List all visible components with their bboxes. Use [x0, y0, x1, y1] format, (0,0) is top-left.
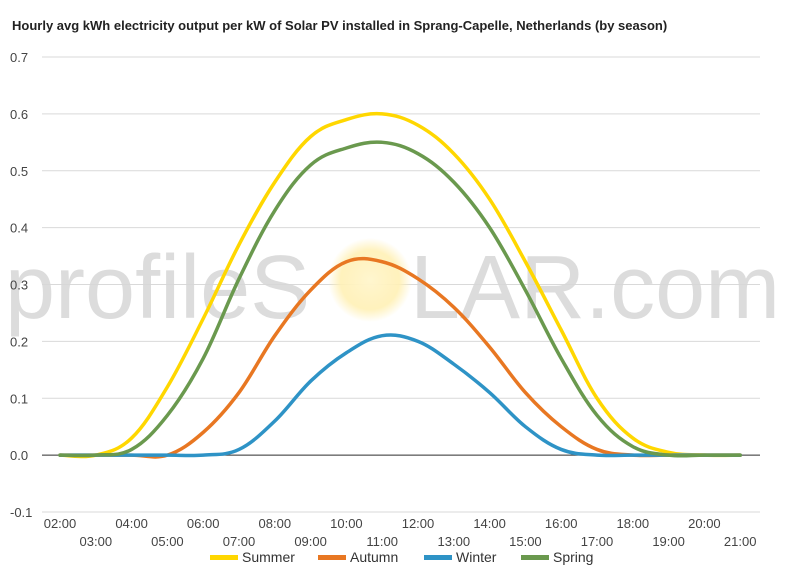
x-tick-label: 04:00	[115, 516, 148, 531]
x-tick-label: 21:00	[724, 534, 757, 549]
series-line-winter	[58, 333, 742, 458]
x-tick-label: 03:00	[80, 534, 113, 549]
watermark-text-left: profileS	[5, 238, 310, 338]
x-tick-label: 12:00	[402, 516, 435, 531]
x-tick-label: 13:00	[438, 534, 471, 549]
x-tick-label: 14:00	[473, 516, 506, 531]
series-line-summer	[58, 111, 742, 459]
legend-label-summer: Summer	[242, 549, 295, 565]
x-tick-label: 15:00	[509, 534, 542, 549]
x-tick-label: 18:00	[617, 516, 650, 531]
chart-title: Hourly avg kWh electricity output per kW…	[12, 18, 668, 33]
x-tick-label: 09:00	[294, 534, 327, 549]
series-lines	[58, 111, 742, 459]
y-tick-label: 0.3	[10, 278, 28, 293]
x-tick-label: 20:00	[688, 516, 721, 531]
y-tick-label: 0.5	[10, 164, 28, 179]
legend: Summer Autumn Winter Spring	[210, 549, 593, 565]
x-tick-label: 02:00	[44, 516, 77, 531]
legend-label-autumn: Autumn	[350, 549, 398, 565]
x-axis-ticks: 02:0003:0004:0005:0006:0007:0008:0009:00…	[44, 516, 757, 549]
y-axis-ticks: -0.1 0.0 0.1 0.2 0.3 0.4 0.5 0.6 0.7	[10, 50, 32, 520]
y-tick-label: 0.6	[10, 107, 28, 122]
y-tick-label: -0.1	[10, 505, 32, 520]
y-tick-label: 0.1	[10, 391, 28, 406]
legend-label-spring: Spring	[553, 549, 593, 565]
x-tick-label: 08:00	[259, 516, 292, 531]
legend-swatch-spring	[521, 555, 549, 560]
x-tick-label: 17:00	[581, 534, 614, 549]
x-tick-label: 16:00	[545, 516, 578, 531]
legend-swatch-autumn	[318, 555, 346, 560]
legend-label-winter: Winter	[456, 549, 497, 565]
watermark: profileS LAR.com	[5, 238, 780, 338]
legend-swatch-winter	[424, 555, 452, 560]
x-tick-label: 11:00	[366, 534, 398, 549]
y-tick-label: 0.7	[10, 50, 28, 65]
watermark-text-right: LAR.com	[410, 238, 780, 338]
y-tick-label: 0.4	[10, 221, 28, 236]
x-tick-label: 06:00	[187, 516, 220, 531]
series-line-spring	[58, 140, 742, 458]
x-tick-label: 07:00	[223, 534, 256, 549]
x-tick-label: 19:00	[652, 534, 685, 549]
y-tick-label: 0.2	[10, 334, 28, 349]
y-tick-label: 0.0	[10, 448, 28, 463]
legend-swatch-summer	[210, 555, 238, 560]
x-tick-label: 10:00	[330, 516, 363, 531]
watermark-sun-icon	[328, 238, 412, 322]
x-tick-label: 05:00	[151, 534, 184, 549]
